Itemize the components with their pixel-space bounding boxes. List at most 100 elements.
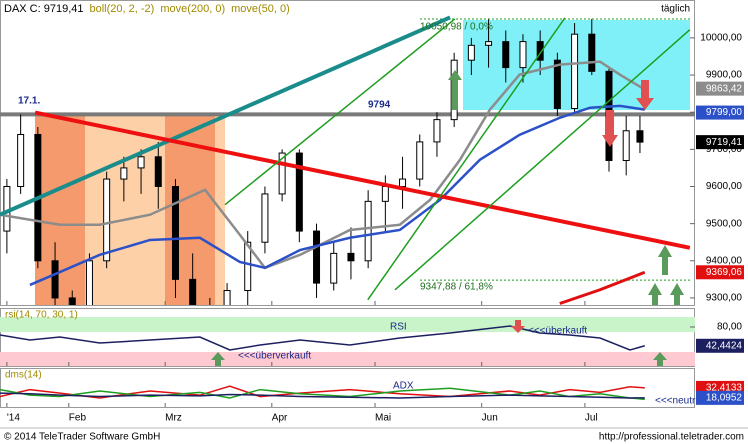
- price-label: 42,4424: [706, 340, 743, 351]
- trend-line: [0, 15, 451, 217]
- x-tick-label: Feb: [69, 413, 87, 424]
- buy-arrow: [448, 70, 462, 110]
- price-label-box: [696, 105, 744, 120]
- price-label-box: [696, 390, 744, 405]
- x-tick-label: Mrz: [165, 413, 182, 424]
- indicator-line: [29, 104, 645, 287]
- candle-body: [154, 156, 162, 187]
- candle-body: [519, 41, 527, 69]
- price-label-box: [696, 265, 744, 280]
- candle-body: [502, 41, 510, 69]
- header-part: boll(20, 2, -2): [90, 3, 155, 15]
- sell-arrow: [602, 110, 618, 147]
- candle-body: [588, 33, 596, 72]
- x-tick-label: Apr: [272, 413, 288, 424]
- annotation: 9794: [368, 100, 391, 111]
- candle-body: [636, 130, 644, 143]
- candle-body: [137, 156, 145, 169]
- price-label: 9719,41: [706, 137, 743, 148]
- indicator-line: [0, 392, 645, 399]
- footer-right: http://professional.teletrader.com: [599, 432, 744, 443]
- indicator-line: [0, 385, 645, 399]
- candle-body: [85, 260, 93, 305]
- annotation: ADX: [393, 381, 414, 392]
- annotation: 10050,98 / 0,0%: [420, 22, 493, 33]
- y-tick-label: 9300,00: [706, 293, 743, 304]
- trend-line: [367, 17, 566, 301]
- candle-body: [51, 260, 59, 299]
- dms-panel: [0, 368, 695, 408]
- annotation: 17.1.: [18, 96, 40, 107]
- header-part: DAX C: 9719,41: [4, 3, 84, 15]
- candle-body: [261, 193, 269, 243]
- candle-body: [330, 252, 338, 284]
- header-part: move(200, 0): [160, 3, 225, 15]
- candle-body: [553, 59, 561, 109]
- candle-body: [313, 230, 321, 284]
- buy-arrow: [653, 352, 667, 366]
- candle-body: [103, 178, 111, 262]
- annotation: <<<überkauft: [528, 326, 587, 337]
- band: [0, 352, 695, 366]
- annotation: RSI: [390, 322, 407, 333]
- trend-line: [34, 110, 691, 250]
- candle-body: [223, 290, 231, 305]
- y-tick-label: 9700,00: [706, 144, 743, 155]
- candle-body: [244, 241, 252, 292]
- overlay: 17.1. 9794 10050,98 / 0,0% 9347,88 / 61,…: [0, 3, 748, 443]
- candle-body: [485, 41, 493, 46]
- indicator-line: [559, 270, 646, 305]
- trend-line: [394, 29, 691, 291]
- y-tick-label: 9400,00: [706, 255, 743, 266]
- panel-title: rsi(14, 70, 30, 1): [5, 310, 78, 321]
- price-label-box: [696, 135, 744, 150]
- x-tick-label: '14: [7, 413, 20, 424]
- band: [0, 317, 695, 332]
- candle-body: [278, 152, 286, 195]
- buy-arrow: [211, 352, 225, 366]
- candle-body: [399, 178, 407, 187]
- candle-body: [347, 252, 355, 262]
- candle-body: [381, 185, 389, 202]
- sell-arrow: [511, 320, 525, 333]
- buy-arrow: [670, 283, 684, 305]
- price-label: 32,4133: [706, 383, 743, 394]
- y-tick-label: 10000,00: [700, 33, 742, 44]
- price-label: 18,0952: [706, 393, 743, 404]
- candle-body: [189, 278, 197, 305]
- annotation: <<<neutr: [655, 396, 696, 407]
- y-tick-label: 9500,00: [706, 218, 743, 229]
- price-label: 9799,00: [706, 107, 743, 118]
- candle-body: [433, 119, 441, 143]
- x-tick-label: Mai: [375, 413, 391, 424]
- candle-body: [120, 167, 128, 180]
- price-label: 9369,06: [706, 267, 743, 278]
- x-tick-label: Jun: [482, 413, 498, 424]
- candle-body: [171, 185, 179, 280]
- annotation: <<<überverkauft: [238, 351, 311, 362]
- indicator-line: [0, 325, 645, 351]
- buy-arrow: [648, 283, 662, 305]
- candle-body: [416, 141, 424, 180]
- candle-body: [68, 297, 76, 305]
- y-tick-label: 80,00: [717, 322, 742, 333]
- trend-line: [224, 18, 456, 206]
- x-tick-label: Jul: [585, 413, 598, 424]
- candle-body: [364, 200, 372, 262]
- indicator-line: [0, 60, 646, 270]
- candle-body: [622, 130, 630, 161]
- buy-arrow: [658, 245, 672, 275]
- candle-body: [17, 133, 25, 187]
- candle-body: [571, 33, 579, 109]
- price-label: 9863,42: [706, 83, 743, 94]
- panel-title: dms(14): [5, 370, 42, 381]
- footer-left: © 2014 TeleTrader Software GmbH: [4, 432, 160, 443]
- header-part: move(50, 0): [231, 3, 290, 15]
- period: täglich: [661, 4, 690, 15]
- main-plot: [0, 15, 695, 305]
- price-label-box: [696, 338, 744, 353]
- price-label-box: [696, 81, 744, 96]
- y-tick-label: 9900,00: [706, 70, 743, 81]
- header: DAX C: 9719,41 boll(20, 2, -2) move(200, 0…: [4, 3, 290, 15]
